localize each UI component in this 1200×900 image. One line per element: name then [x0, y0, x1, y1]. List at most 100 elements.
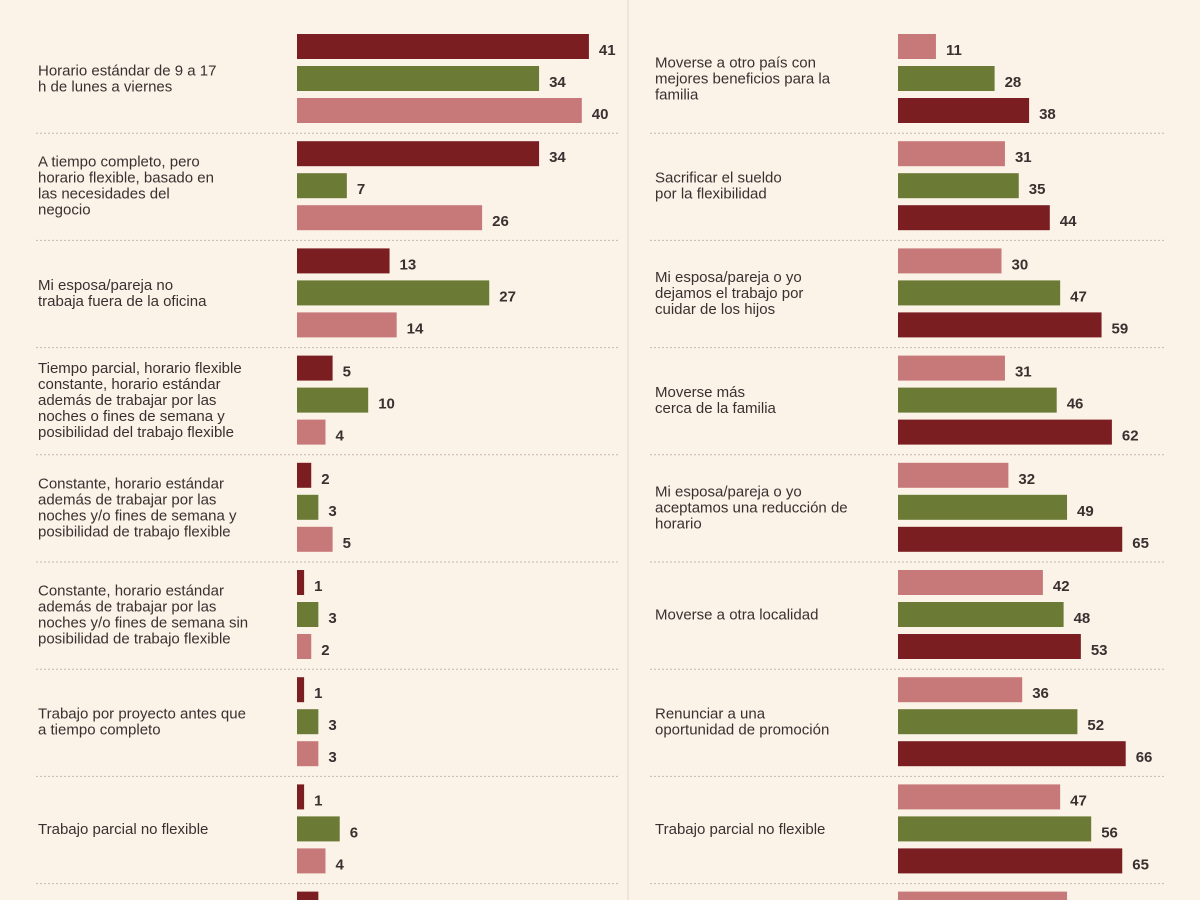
bar: [297, 34, 589, 59]
bar-value-label: 48: [1074, 610, 1091, 627]
category-label-line: Trabajo parcial no flexible: [38, 821, 208, 838]
bar-value-label: 42: [1053, 578, 1070, 595]
bar: [297, 709, 319, 735]
bar: [297, 419, 326, 445]
bar-value-label: 49: [1077, 503, 1094, 520]
bar-value-label: 40: [592, 106, 609, 123]
bar-value-label: 53: [1091, 642, 1108, 659]
bar-value-label: 11: [946, 42, 962, 59]
bar: [898, 34, 936, 59]
bar-value-label: 1: [314, 578, 322, 595]
bar-value-label: 31: [1015, 149, 1032, 166]
category-label: Moverse a otro país con mejores beneficio…: [655, 55, 831, 104]
bar: [898, 848, 1123, 874]
bar-value-label: 3: [328, 749, 336, 766]
bar: [297, 602, 319, 627]
bar-value-label: 26: [492, 213, 509, 230]
bar: [297, 312, 397, 338]
bar-value-label: 1: [314, 792, 322, 809]
bar-value-label: 47: [1070, 792, 1087, 809]
bar-value-label: 47: [1070, 288, 1087, 305]
bar: [898, 709, 1078, 735]
bar-value-label: 56: [1101, 824, 1118, 841]
category-label-line: además de trabajar por las: [38, 392, 216, 409]
category-label-line: Mi esposa/pareja o yo: [655, 483, 802, 500]
category-label-line: Trabajo por proyecto antes que: [38, 706, 246, 723]
bar: [297, 98, 582, 123]
category-label-line: noches y/o fines de semana sin: [38, 615, 248, 632]
bar-value-label: 35: [1029, 181, 1046, 198]
category-label-line: las necesidades del: [38, 186, 170, 203]
category-label-line: Moverse más: [655, 384, 745, 401]
category-label-line: dejamos el trabajo por: [655, 285, 803, 302]
bar-value-label: 62: [1122, 428, 1139, 445]
category-label-line: cerca de la familia: [655, 400, 777, 417]
bar: [297, 784, 305, 810]
category-label-line: por la flexibilidad: [655, 186, 767, 203]
bar: [898, 462, 1009, 488]
bar: [898, 98, 1030, 123]
bar: [297, 280, 490, 306]
bar-value-label: 7: [357, 181, 365, 198]
bar-value-label: 2: [321, 642, 329, 659]
bar: [898, 634, 1081, 659]
category-label-line: Mi esposa/pareja no: [38, 277, 173, 294]
bar-value-label: 1: [314, 685, 322, 702]
category-label-line: Mi esposa/pareja o yo: [655, 269, 802, 286]
bar-value-label: 34: [549, 149, 566, 166]
bar-value-label: 3: [328, 610, 336, 627]
category-label: Trabajo parcial no flexible: [655, 821, 825, 838]
category-label-line: mejores beneficios para la: [655, 71, 831, 88]
category-label: Constante, horario estándar además de tra…: [38, 583, 248, 648]
bar: [297, 66, 540, 91]
bar: [898, 248, 1002, 274]
category-label: Mi esposa/pareja o yo aceptamos una reduc…: [655, 483, 848, 532]
category-label-line: además de trabajar por las: [38, 491, 216, 508]
category-label-line: Constante, horario estándar: [38, 583, 224, 600]
category-label-line: Sacrificar el sueldo: [655, 170, 782, 187]
bar-value-label: 41: [599, 42, 616, 59]
bar-value-label: 52: [1087, 717, 1104, 734]
bar: [297, 141, 540, 167]
bar: [297, 494, 319, 520]
category-label-line: aceptamos una reducción de: [655, 499, 848, 516]
category-label: Mi esposa/pareja no trabaja fuera de la o…: [38, 277, 207, 310]
bar-value-label: 32: [1018, 471, 1035, 488]
category-label-line: posibilidad de trabajo flexible: [38, 631, 231, 648]
bar: [898, 205, 1050, 231]
category-label-line: constante, horario estándar: [38, 376, 221, 393]
category-label: Moverse más cerca de la familia: [655, 384, 777, 417]
bar: [898, 66, 995, 91]
bar-value-label: 28: [1005, 74, 1022, 91]
bar: [297, 570, 305, 595]
bar-value-label: 3: [328, 503, 336, 520]
bar-value-label: 2: [321, 471, 329, 488]
bar-value-label: 36: [1032, 685, 1049, 702]
category-label-line: posibilidad del trabajo flexible: [38, 424, 234, 441]
category-label-line: Constante, horario estándar: [38, 475, 224, 492]
category-label-line: a tiempo completo: [38, 722, 161, 739]
category-label: Mi esposa/pareja o yo dejamos el trabajo …: [655, 269, 803, 318]
category-label-line: horario flexible, basado en: [38, 170, 214, 187]
bar-value-label: 46: [1067, 396, 1084, 413]
category-label: Constante, horario estándar además de tra…: [38, 475, 237, 540]
bar: [898, 570, 1043, 595]
bar-value-label: 4: [335, 428, 344, 445]
bar: [898, 741, 1126, 767]
bar-value-label: 30: [1012, 256, 1029, 273]
category-label-line: noches y/o fines de semana y: [38, 507, 237, 524]
category-label-line: horario: [655, 515, 702, 532]
bar: [898, 784, 1061, 810]
category-label-line: negocio: [38, 202, 91, 219]
category-label-line: Tiempo parcial, horario flexible: [38, 360, 242, 377]
category-label: A tiempo completo, pero horario flexible,…: [38, 154, 214, 219]
category-label-line: Horario estándar de 9 a 17: [38, 63, 216, 80]
bar-value-label: 14: [407, 320, 424, 337]
category-label-line: trabaja fuera de la oficina: [38, 293, 207, 310]
bar-value-label: 65: [1132, 856, 1149, 873]
category-label-line: familia: [655, 87, 699, 104]
bar-value-label: 44: [1060, 213, 1077, 230]
bar: [898, 816, 1092, 842]
